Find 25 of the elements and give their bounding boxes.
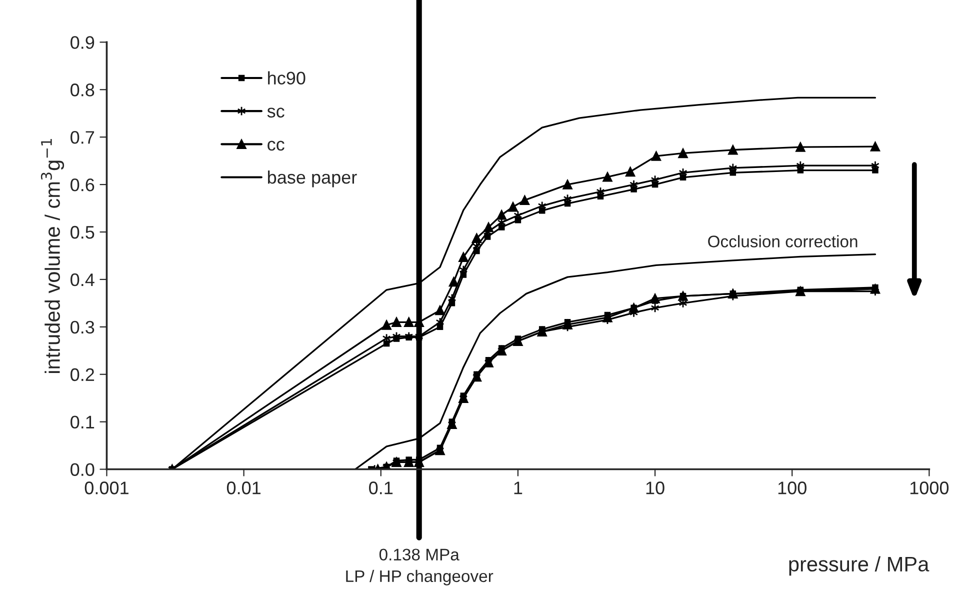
legend-label: hc90 (268, 71, 306, 84)
x-tick-label: 0.1 (369, 482, 393, 494)
y-tick-label: 0.3 (70, 320, 94, 334)
ref-line-label: 0.138 MPa LP / HP changeover (346, 548, 494, 586)
annotation: Occlusion correction (708, 235, 858, 248)
y-tick-label: 0.9 (70, 36, 94, 49)
x-tick-label: 10 (646, 482, 664, 494)
y-tick-label: 0.1 (70, 416, 94, 429)
x-tick-label: 100 (778, 482, 806, 494)
y-tick-label: 0.2 (70, 368, 94, 382)
x-tick-label: 1 (514, 482, 522, 494)
x-axis-title: pressure / MPa (789, 556, 930, 576)
legend-label: sc (267, 108, 284, 118)
y-tick-label: 0.7 (70, 131, 94, 144)
legend-label: base paper (268, 170, 357, 188)
x-tick-label: 1000 (910, 482, 949, 494)
y-axis-title: intruded volume / cm$^{3}$g$^{−1}$ (40, 139, 64, 373)
y-tick-label: 0.4 (70, 273, 94, 286)
y-tick-label: 0.6 (70, 178, 94, 192)
legend-label: cc (268, 140, 284, 151)
x-tick-label: 0.01 (226, 482, 260, 494)
x-tick-label: 0.001 (84, 482, 128, 494)
y-tick-label: 0.5 (70, 226, 94, 239)
y-tick-label: 0.8 (70, 84, 94, 96)
y-tick-label: 0.0 (70, 463, 94, 476)
